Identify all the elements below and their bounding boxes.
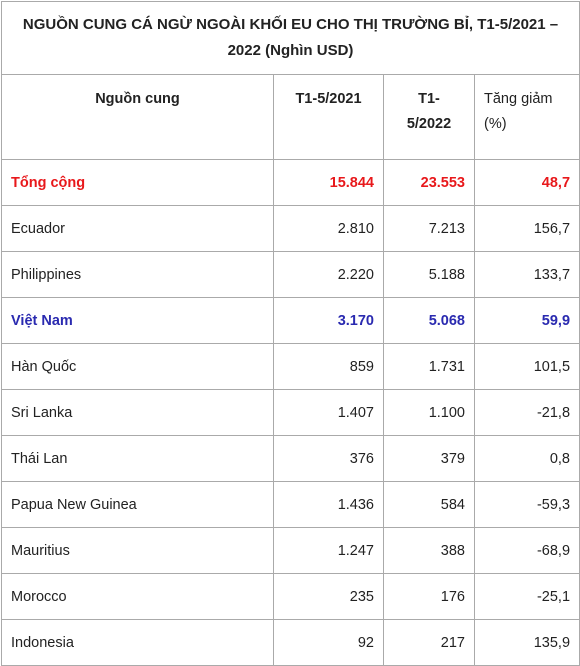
table-row: Hàn Quốc 859 1.731 101,5 xyxy=(1,343,580,390)
cell-source: Hàn Quốc xyxy=(1,343,274,390)
cell-source: Papua New Guinea xyxy=(1,481,274,528)
table-row: Indonesia 92 217 135,9 xyxy=(1,619,580,666)
header-change: Tăng giảm (%) xyxy=(473,74,580,160)
cell-2021: 1.436 xyxy=(273,481,384,528)
table-title: NGUỒN CUNG CÁ NGỪ NGOÀI KHỐI EU CHO THỊ … xyxy=(0,1,580,75)
cell-change: -21,8 xyxy=(473,389,580,436)
cell-source: Việt Nam xyxy=(1,297,274,344)
cell-2021: 2.810 xyxy=(273,205,384,252)
cell-2022: 1.100 xyxy=(383,389,475,436)
header-source: Nguồn cung xyxy=(1,74,274,160)
cell-change: -68,9 xyxy=(473,527,580,574)
cell-change: 133,7 xyxy=(473,251,580,298)
cell-2022: 217 xyxy=(383,619,475,666)
header-change-line1: Tăng giảm xyxy=(484,91,553,107)
cell-change: 135,9 xyxy=(473,619,580,666)
cell-source: Mauritius xyxy=(1,527,274,574)
table-row: Thái Lan 376 379 0,8 xyxy=(1,435,580,482)
cell-2021: 92 xyxy=(273,619,384,666)
table-row: Mauritius 1.247 388 -68,9 xyxy=(1,527,580,574)
cell-2021: 15.844 xyxy=(273,159,384,206)
header-2022-line2: 5/2022 xyxy=(406,116,452,132)
cell-change: 156,7 xyxy=(473,205,580,252)
cell-source: Morocco xyxy=(1,573,274,620)
cell-source: Indonesia xyxy=(1,619,274,666)
cell-2022: 1.731 xyxy=(383,343,475,390)
table-row: Tổng cộng 15.844 23.553 48,7 xyxy=(1,159,580,206)
header-2022: T1- 5/2022 xyxy=(383,74,475,160)
cell-2021: 235 xyxy=(273,573,384,620)
cell-2022: 388 xyxy=(383,527,475,574)
cell-2022: 7.213 xyxy=(383,205,475,252)
cell-source: Tổng cộng xyxy=(1,159,274,206)
cell-2021: 2.220 xyxy=(273,251,384,298)
cell-change: -59,3 xyxy=(473,481,580,528)
cell-2022: 23.553 xyxy=(383,159,475,206)
cell-source: Ecuador xyxy=(1,205,274,252)
cell-change: 48,7 xyxy=(473,159,580,206)
cell-2021: 859 xyxy=(273,343,384,390)
cell-2021: 3.170 xyxy=(273,297,384,344)
cell-change: 59,9 xyxy=(473,297,580,344)
cell-2022: 5.188 xyxy=(383,251,475,298)
table-row: Morocco 235 176 -25,1 xyxy=(1,573,580,620)
cell-change: 101,5 xyxy=(473,343,580,390)
table-row: Philippines 2.220 5.188 133,7 xyxy=(1,251,580,298)
cell-2022: 5.068 xyxy=(383,297,475,344)
cell-source: Philippines xyxy=(1,251,274,298)
header-2022-line1: T1- xyxy=(418,91,440,107)
header-row: Nguồn cung T1-5/2021 T1- 5/2022 Tăng giảm… xyxy=(1,74,580,160)
title-row: NGUỒN CUNG CÁ NGỪ NGOÀI KHỐI EU CHO THỊ … xyxy=(0,1,580,75)
cell-2022: 176 xyxy=(383,573,475,620)
header-2021: T1-5/2021 xyxy=(273,74,384,160)
table-row: Ecuador 2.810 7.213 156,7 xyxy=(1,205,580,252)
cell-2022: 584 xyxy=(383,481,475,528)
cell-source: Thái Lan xyxy=(1,435,274,482)
cell-2022: 379 xyxy=(383,435,475,482)
header-change-line2: (%) xyxy=(484,116,507,132)
table-row: Sri Lanka 1.407 1.100 -21,8 xyxy=(1,389,580,436)
cell-2021: 1.247 xyxy=(273,527,384,574)
cell-2021: 1.407 xyxy=(273,389,384,436)
cell-change: 0,8 xyxy=(473,435,580,482)
table-row: Papua New Guinea 1.436 584 -59,3 xyxy=(1,481,580,528)
cell-source: Sri Lanka xyxy=(1,389,274,436)
cell-change: -25,1 xyxy=(473,573,580,620)
cell-2021: 376 xyxy=(273,435,384,482)
table-row: Việt Nam 3.170 5.068 59,9 xyxy=(1,297,580,344)
